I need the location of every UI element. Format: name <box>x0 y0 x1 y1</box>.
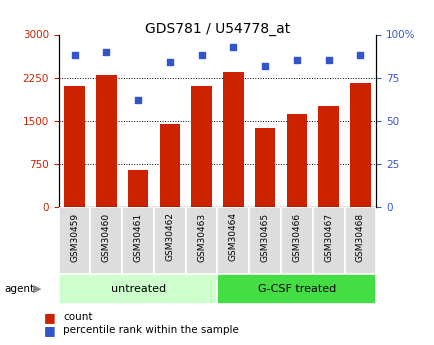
Text: GSM30464: GSM30464 <box>228 213 237 262</box>
Text: untreated: untreated <box>110 284 165 294</box>
Bar <box>217 274 375 304</box>
Text: GSM30466: GSM30466 <box>292 213 301 262</box>
Bar <box>344 207 375 274</box>
Bar <box>154 207 185 274</box>
Bar <box>349 83 370 207</box>
Bar <box>280 207 312 274</box>
Bar <box>223 72 243 207</box>
Text: agent: agent <box>4 284 34 294</box>
Text: GSM30460: GSM30460 <box>102 213 111 262</box>
Bar <box>249 207 280 274</box>
Text: GSM30467: GSM30467 <box>323 213 332 262</box>
Text: GSM30468: GSM30468 <box>355 213 364 262</box>
Point <box>71 52 78 58</box>
Point <box>135 97 141 103</box>
Point <box>229 44 236 49</box>
Bar <box>286 114 306 207</box>
Text: percentile rank within the sample: percentile rank within the sample <box>63 325 238 335</box>
Text: ■: ■ <box>43 311 55 324</box>
Point <box>198 52 205 58</box>
Text: ■: ■ <box>43 324 55 337</box>
Bar <box>217 207 249 274</box>
Bar <box>90 207 122 274</box>
Text: GSM30465: GSM30465 <box>260 213 269 262</box>
Text: count: count <box>63 313 92 322</box>
Bar <box>318 106 338 207</box>
Point <box>293 58 299 63</box>
Text: GSM30462: GSM30462 <box>165 213 174 262</box>
Bar <box>64 86 85 207</box>
Bar <box>191 86 211 207</box>
Point <box>261 63 268 68</box>
Text: ▶: ▶ <box>33 284 41 294</box>
Text: GDS781 / U54778_at: GDS781 / U54778_at <box>145 22 289 37</box>
Text: G-CSF treated: G-CSF treated <box>257 284 335 294</box>
Bar <box>312 207 344 274</box>
Bar <box>128 170 148 207</box>
Bar <box>96 75 116 207</box>
Point <box>356 52 363 58</box>
Bar <box>254 128 275 207</box>
Point <box>166 59 173 65</box>
Bar <box>59 274 217 304</box>
Bar <box>159 124 180 207</box>
Bar <box>185 207 217 274</box>
Point <box>103 49 109 55</box>
Text: GSM30461: GSM30461 <box>133 213 142 262</box>
Bar <box>59 207 90 274</box>
Point <box>324 58 332 63</box>
Bar <box>122 207 154 274</box>
Text: GSM30459: GSM30459 <box>70 213 79 262</box>
Text: GSM30463: GSM30463 <box>197 213 206 262</box>
